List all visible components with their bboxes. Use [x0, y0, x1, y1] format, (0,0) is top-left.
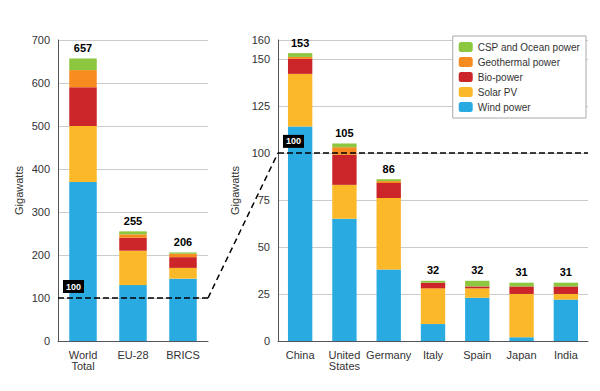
svg-text:105: 105 — [335, 127, 353, 139]
svg-text:600: 600 — [32, 77, 50, 89]
svg-text:100: 100 — [252, 147, 270, 159]
svg-text:Germany: Germany — [366, 349, 412, 361]
svg-text:255: 255 — [124, 215, 142, 227]
svg-text:500: 500 — [32, 120, 50, 132]
svg-text:31: 31 — [515, 266, 527, 278]
svg-text:206: 206 — [174, 236, 192, 248]
svg-text:32: 32 — [427, 264, 439, 276]
svg-text:Italy: Italy — [423, 349, 444, 361]
svg-text:CSP and Ocean power: CSP and Ocean power — [478, 42, 581, 53]
svg-text:0: 0 — [264, 335, 270, 347]
svg-text:700: 700 — [32, 34, 50, 46]
svg-text:50: 50 — [258, 241, 270, 253]
svg-text:31: 31 — [560, 266, 572, 278]
svg-text:Gigawatts: Gigawatts — [13, 166, 25, 215]
svg-text:86: 86 — [383, 163, 395, 175]
svg-text:Japan: Japan — [507, 349, 537, 361]
svg-text:Total: Total — [71, 360, 94, 372]
svg-text:125: 125 — [252, 100, 270, 112]
svg-text:25: 25 — [258, 288, 270, 300]
svg-text:32: 32 — [471, 264, 483, 276]
svg-text:0: 0 — [44, 335, 50, 347]
svg-text:400: 400 — [32, 163, 50, 175]
svg-text:Gigawatts: Gigawatts — [229, 166, 241, 215]
svg-text:300: 300 — [32, 206, 50, 218]
svg-text:75: 75 — [258, 194, 270, 206]
svg-text:100: 100 — [32, 292, 50, 304]
svg-text:153: 153 — [291, 37, 309, 49]
svg-text:Wind power: Wind power — [478, 102, 531, 113]
svg-text:160: 160 — [252, 34, 270, 46]
svg-text:100: 100 — [286, 136, 301, 146]
svg-text:Bio-power: Bio-power — [478, 72, 524, 83]
svg-text:200: 200 — [32, 249, 50, 261]
svg-text:Spain: Spain — [463, 349, 491, 361]
svg-text:EU-28: EU-28 — [117, 349, 148, 361]
svg-text:Solar PV: Solar PV — [478, 87, 518, 98]
svg-text:World: World — [68, 348, 98, 361]
svg-text:100: 100 — [66, 282, 81, 292]
svg-text:States: States — [329, 360, 361, 372]
svg-text:India: India — [554, 349, 579, 361]
svg-text:150: 150 — [252, 53, 270, 65]
svg-text:Geothermal power: Geothermal power — [478, 57, 561, 68]
svg-text:United: United — [328, 348, 361, 361]
svg-text:657: 657 — [74, 42, 92, 54]
svg-text:BRICS: BRICS — [166, 349, 200, 361]
svg-text:China: China — [286, 349, 316, 361]
